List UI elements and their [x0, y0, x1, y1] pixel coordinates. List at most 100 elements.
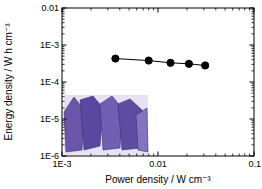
x-tick: [158, 8, 159, 13]
minor-tick: [252, 93, 255, 94]
y-tick: [250, 82, 255, 83]
minor-tick: [62, 56, 65, 57]
y-tick: [62, 82, 67, 83]
minor-tick: [252, 13, 255, 14]
y-tick: [62, 119, 67, 120]
minor-tick: [186, 154, 187, 157]
minor-tick: [62, 127, 65, 128]
minor-tick: [119, 154, 120, 157]
inset-crystal: [80, 96, 103, 150]
minor-tick: [244, 154, 245, 157]
minor-tick: [252, 46, 255, 47]
minor-tick: [62, 22, 65, 23]
minor-tick: [252, 59, 255, 60]
minor-tick: [62, 124, 65, 125]
minor-tick: [203, 8, 204, 11]
minor-tick: [252, 50, 255, 51]
minor-tick: [90, 154, 91, 157]
minor-tick: [239, 8, 240, 11]
x-axis-title: Power density / W cm⁻³: [105, 174, 211, 185]
minor-tick: [62, 46, 65, 47]
minor-tick: [62, 16, 65, 17]
minor-tick: [62, 90, 65, 91]
minor-tick: [62, 33, 65, 34]
plot-frame: [62, 8, 254, 156]
minor-tick: [252, 27, 255, 28]
minor-tick: [252, 87, 255, 88]
minor-tick: [252, 96, 255, 97]
minor-tick: [225, 154, 226, 157]
minor-tick: [62, 144, 65, 145]
minor-tick: [119, 8, 120, 11]
minor-tick: [136, 8, 137, 11]
minor-tick: [62, 138, 65, 139]
y-tick-label: 1E-3: [40, 40, 59, 50]
minor-tick: [129, 154, 130, 157]
minor-tick: [252, 48, 255, 49]
minor-tick: [252, 120, 255, 121]
minor-tick: [215, 8, 216, 11]
minor-tick: [62, 122, 65, 123]
minor-tick: [143, 8, 144, 11]
minor-tick: [215, 154, 216, 157]
x-tick-label: 0.01: [149, 159, 167, 169]
data-point: [145, 57, 152, 64]
x-tick: [254, 152, 255, 157]
minor-tick: [62, 101, 65, 102]
minor-tick: [62, 13, 65, 14]
minor-tick: [62, 83, 65, 84]
minor-tick: [136, 154, 137, 157]
minor-tick: [62, 27, 65, 28]
inset-crystal: [136, 108, 148, 152]
minor-tick: [252, 130, 255, 131]
minor-tick: [252, 124, 255, 125]
inset-image: [64, 95, 148, 155]
minor-tick: [252, 85, 255, 86]
minor-tick: [252, 90, 255, 91]
data-point: [185, 60, 192, 67]
minor-tick: [252, 122, 255, 123]
y-tick: [250, 156, 255, 157]
minor-tick: [62, 64, 65, 65]
y-tick: [250, 8, 255, 9]
minor-tick: [62, 50, 65, 51]
minor-tick: [62, 48, 65, 49]
minor-tick: [252, 19, 255, 20]
x-tick: [254, 8, 255, 13]
minor-tick: [232, 8, 233, 11]
minor-tick: [252, 64, 255, 65]
minor-tick: [62, 19, 65, 20]
minor-tick: [252, 107, 255, 108]
plot-data: [112, 55, 209, 69]
minor-tick: [239, 154, 240, 157]
minor-tick: [62, 87, 65, 88]
y-tick: [62, 156, 67, 157]
chart: 1E-30.010.11E-61E-51E-41E-30.01Power den…: [0, 0, 262, 189]
y-axis-title: Energy density / W h cm⁻³: [3, 23, 14, 141]
minor-tick: [143, 154, 144, 157]
y-tick: [250, 119, 255, 120]
y-tick-label: 1E-6: [40, 151, 59, 161]
y-tick: [250, 45, 255, 46]
minor-tick: [232, 154, 233, 157]
minor-tick: [252, 56, 255, 57]
y-tick-label: 0.01: [41, 3, 59, 13]
minor-tick: [62, 107, 65, 108]
minor-tick: [62, 133, 65, 134]
y-tick: [62, 8, 67, 9]
minor-tick: [252, 101, 255, 102]
minor-tick: [62, 93, 65, 94]
minor-tick: [252, 138, 255, 139]
minor-tick: [186, 8, 187, 11]
minor-tick: [252, 133, 255, 134]
inset-background: [64, 95, 148, 155]
minor-tick: [252, 16, 255, 17]
minor-tick: [252, 127, 255, 128]
minor-tick: [62, 53, 65, 54]
minor-tick: [62, 85, 65, 86]
x-tick: [62, 8, 63, 13]
x-tick: [62, 152, 63, 157]
data-point: [202, 62, 209, 69]
minor-tick: [252, 144, 255, 145]
minor-tick: [203, 154, 204, 157]
